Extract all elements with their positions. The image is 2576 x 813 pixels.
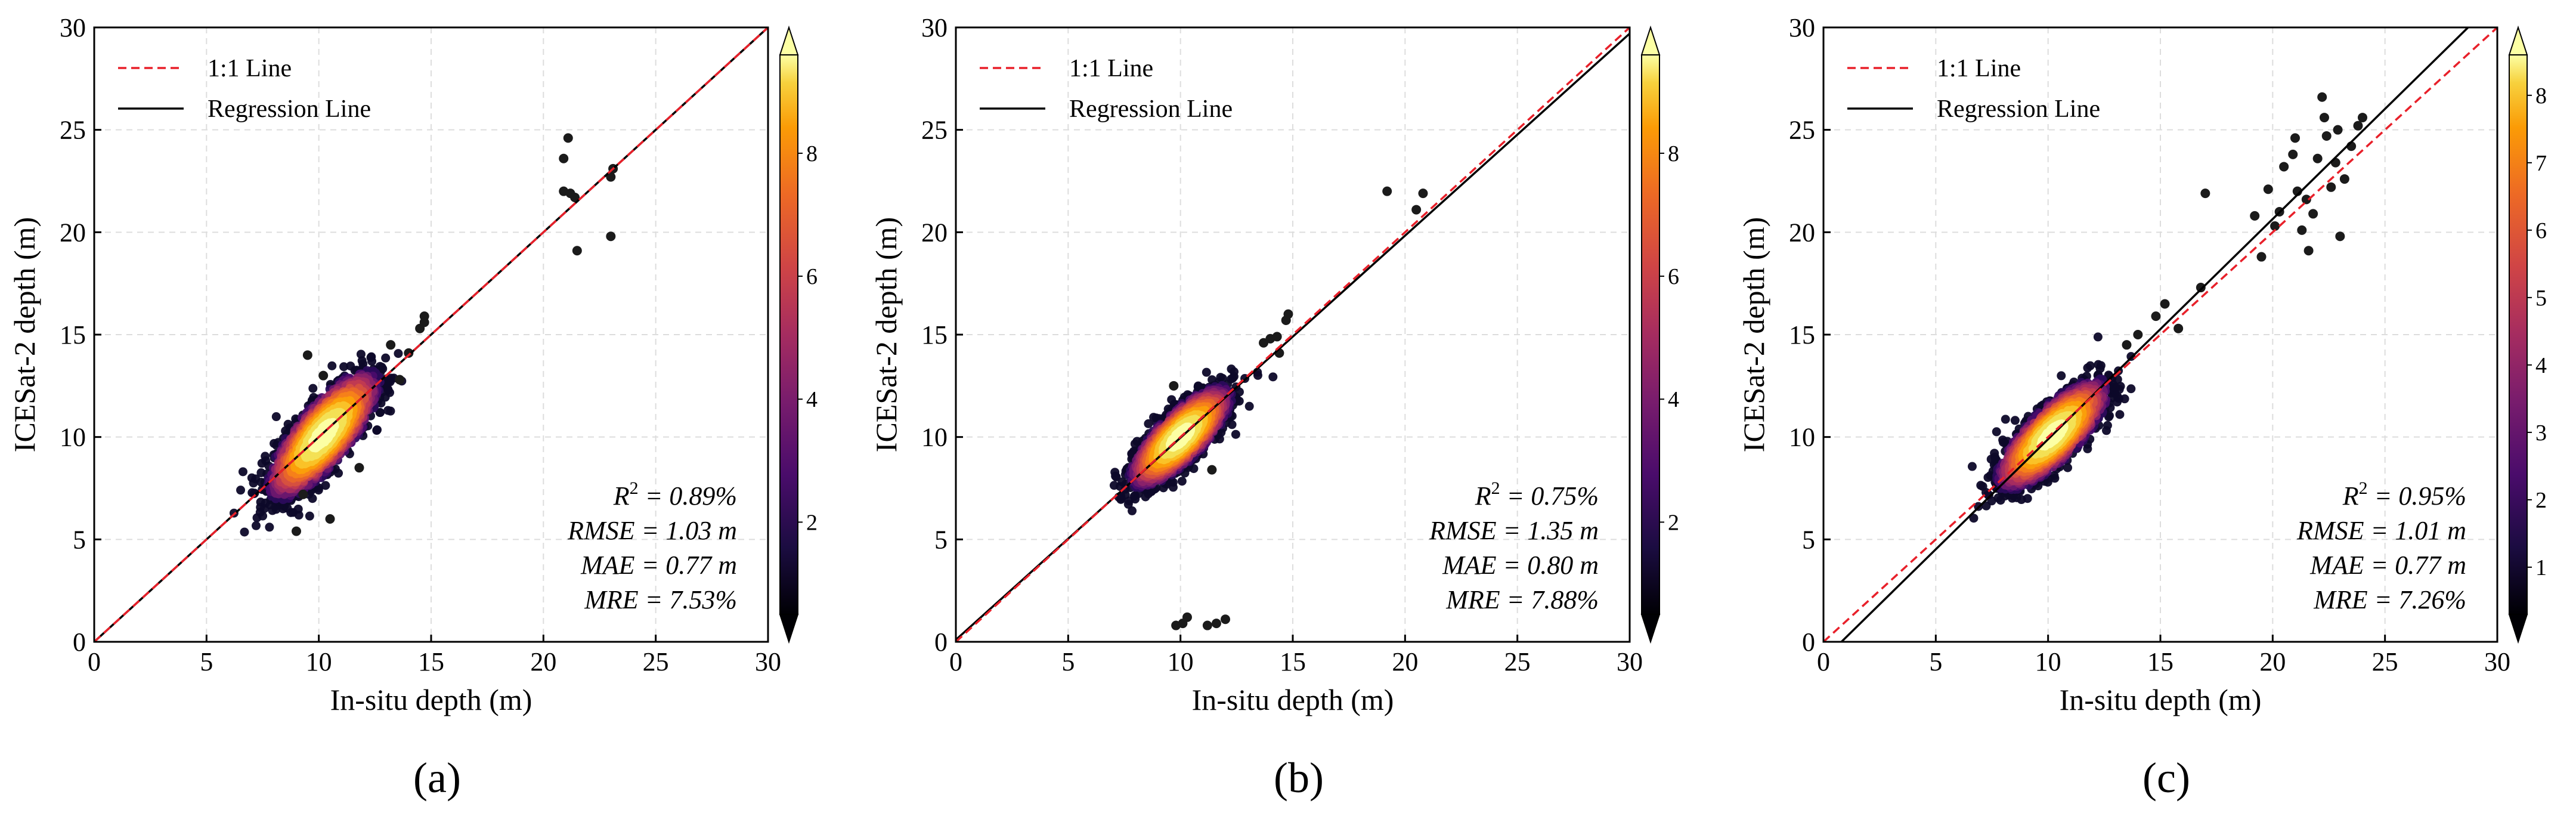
cluster-point xyxy=(394,349,403,358)
colorbar-tick-label: 8 xyxy=(806,141,818,166)
outlier-point xyxy=(302,350,312,360)
cluster-point xyxy=(1231,429,1240,439)
x-tick-label: 10 xyxy=(306,647,332,676)
outlier-point xyxy=(395,375,405,385)
outlier-point xyxy=(559,153,569,163)
colorbar-tick-label: 4 xyxy=(806,387,818,412)
y-tick-label: 5 xyxy=(73,525,86,554)
outlier-point xyxy=(318,370,329,381)
stat-value: = 0.77 m xyxy=(635,551,737,580)
outlier-point xyxy=(298,489,308,499)
plot-area xyxy=(94,27,768,642)
outlier-point xyxy=(386,340,396,350)
stat-name: R xyxy=(613,481,630,511)
stat-mae: MAE = 0.77 m xyxy=(580,551,737,580)
stat-mre: MRE = 7.53% xyxy=(584,585,737,614)
cluster-point xyxy=(240,527,249,537)
stat-superscript: 2 xyxy=(630,478,639,498)
cluster-point xyxy=(381,353,391,363)
plot-area xyxy=(956,27,1630,642)
x-tick-label: 5 xyxy=(200,647,213,676)
y-tick-label: 10 xyxy=(60,423,86,452)
stat-value: = 7.53% xyxy=(639,585,737,614)
stat-name: RMSE xyxy=(567,516,635,545)
outlier-point xyxy=(354,463,364,473)
one-to-one-line xyxy=(94,27,768,642)
cluster-point xyxy=(1244,401,1254,411)
x-tick-label: 25 xyxy=(643,647,669,676)
cluster-point xyxy=(318,430,328,440)
panel-label: (a) xyxy=(413,754,461,802)
y-tick-label: 0 xyxy=(73,627,86,657)
stat-name: MRE xyxy=(584,585,639,614)
cluster-point xyxy=(236,486,246,495)
cluster-point xyxy=(383,406,393,415)
cluster-point xyxy=(265,523,274,532)
stat-rmse: RMSE = 1.03 m xyxy=(567,516,737,545)
outlier-point xyxy=(572,246,582,256)
cluster-point xyxy=(251,521,261,530)
y-axis-label: ICESat-2 depth (m) xyxy=(8,217,41,452)
x-axis-label: In-situ depth (m) xyxy=(330,683,532,716)
colorbar-max-arrow xyxy=(779,25,799,55)
legend-regression-label: Regression Line xyxy=(208,95,371,123)
x-tick-label: 0 xyxy=(88,647,101,676)
cluster-point xyxy=(321,481,330,490)
cluster-point xyxy=(1144,419,1153,428)
y-tick-label: 20 xyxy=(60,218,86,247)
legend-one-to-one-label: 1:1 Line xyxy=(208,55,292,82)
colorbar xyxy=(779,54,798,615)
outlier-point xyxy=(325,514,335,524)
x-tick-label: 15 xyxy=(418,647,444,676)
cluster-point xyxy=(375,408,385,418)
stat-value: = 1.03 m xyxy=(635,516,737,545)
stat-value: = 0.89% xyxy=(639,481,737,511)
cluster-point xyxy=(327,361,337,370)
outlier-point xyxy=(563,133,573,143)
outlier-point xyxy=(570,192,580,202)
stat-name: MAE xyxy=(580,551,635,580)
cluster-point xyxy=(308,384,318,393)
outlier-point xyxy=(419,311,429,322)
colorbar-tick-label: 2 xyxy=(806,510,818,535)
y-tick-label: 25 xyxy=(60,116,86,145)
outlier-point xyxy=(292,526,301,536)
cluster-point xyxy=(293,504,303,514)
y-tick-label: 15 xyxy=(60,320,86,350)
cluster-point xyxy=(305,511,314,521)
outlier-point xyxy=(415,323,425,333)
x-tick-label: 20 xyxy=(530,647,556,676)
panels: 0 5 10 15 20 25 30 0 5 10 15 20 25 30 In-situ depth (m… xyxy=(8,13,2547,802)
cluster-point xyxy=(367,357,377,366)
outlier-point xyxy=(404,348,414,358)
cluster-point xyxy=(372,426,382,435)
cluster-point xyxy=(1202,367,1211,377)
cluster-point xyxy=(1177,477,1187,486)
cluster-point xyxy=(271,412,281,422)
cluster-point xyxy=(250,489,259,498)
chart-panel-a: 0 5 10 15 20 25 30 0 5 10 15 20 25 30 In-situ depth (m… xyxy=(8,13,818,802)
cluster-point xyxy=(1128,506,1137,515)
outlier-point xyxy=(606,172,616,182)
colorbar-tick-label: 6 xyxy=(806,264,818,289)
cluster-point xyxy=(1268,372,1278,382)
stat-r: R2 = 0.89% xyxy=(613,478,737,511)
x-tick-label: 30 xyxy=(755,647,781,676)
cluster-point xyxy=(339,362,349,372)
y-tick-label: 30 xyxy=(60,13,86,42)
outlier-point xyxy=(606,231,616,242)
cluster-point xyxy=(238,467,247,477)
colorbar-min-arrow xyxy=(779,614,799,644)
